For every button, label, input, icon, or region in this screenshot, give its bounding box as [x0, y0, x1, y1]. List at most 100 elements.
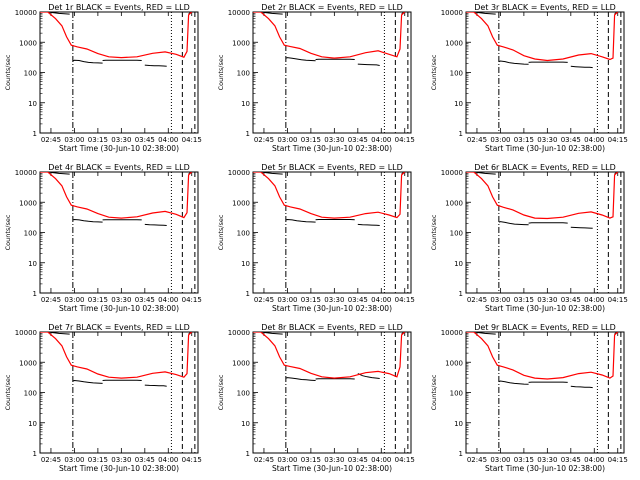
y-tick-label: 10000: [15, 9, 37, 17]
detector-panel: Det 6r BLACK = Events, RED = LLD 1 10 100 10…: [430, 163, 628, 313]
x-tick-label: 03:15: [514, 136, 534, 144]
plot-data: [466, 172, 622, 293]
y-tick-label: 1000: [445, 359, 463, 367]
x-tick-label: 02:45: [41, 296, 61, 304]
x-tick-label: 04:00: [158, 296, 178, 304]
chart-title: Det 1r BLACK = Events, RED = LLD: [48, 3, 190, 12]
x-tick-label: 03:30: [537, 136, 557, 144]
y-tick-label: 10000: [441, 329, 463, 337]
events-series-line: [570, 226, 593, 229]
events-series-line: [570, 65, 593, 69]
y-tick-label: 1000: [19, 199, 37, 207]
x-tick-label: 02:45: [254, 456, 274, 464]
y-tick-label: 100: [450, 390, 463, 398]
lld-series-line: [253, 12, 406, 59]
plot-data: [466, 332, 622, 453]
events-series-line: [498, 221, 529, 226]
x-tick-label: 03:30: [537, 456, 557, 464]
x-tick-label: 03:15: [88, 296, 108, 304]
chart-title: Det 9r BLACK = Events, RED = LLD: [474, 323, 616, 332]
events-series-line: [285, 377, 316, 381]
events-series-line: [357, 63, 380, 66]
y-tick-label: 1000: [232, 359, 250, 367]
x-tick-label: 04:15: [182, 136, 202, 144]
x-tick-label: 03:00: [277, 296, 297, 304]
y-tick-label: 10: [28, 260, 37, 268]
plot-data: [466, 12, 622, 133]
events-series-line: [498, 60, 529, 65]
y-tick-label: 100: [237, 390, 250, 398]
lld-series-line: [40, 172, 193, 219]
y-tick-label: 100: [24, 230, 37, 238]
chart-title: Det 5r BLACK = Events, RED = LLD: [261, 163, 403, 172]
y-tick-label: 10000: [15, 169, 37, 177]
y-tick-label: 10: [28, 100, 37, 108]
events-series-line: [570, 385, 593, 389]
x-tick-label: 04:15: [395, 456, 415, 464]
x-tick-label: 03:45: [348, 296, 368, 304]
events-series-line: [466, 172, 496, 175]
y-tick-label: 1: [33, 450, 37, 458]
x-tick-label: 04:00: [584, 136, 604, 144]
x-tick-label: 03:00: [277, 136, 297, 144]
x-axis-label: Start Time (30-Jun-10 02:38:00): [485, 304, 605, 313]
y-tick-label: 100: [237, 70, 250, 78]
x-tick-label: 03:15: [301, 456, 321, 464]
lld-series-line: [466, 12, 619, 62]
chart-title: Det 4r BLACK = Events, RED = LLD: [48, 163, 190, 172]
events-series-line: [466, 12, 496, 15]
events-series-line: [466, 332, 496, 335]
x-tick-label: 03:00: [64, 136, 84, 144]
x-tick-label: 03:45: [561, 456, 581, 464]
y-axis-label: Counts/sec: [4, 54, 12, 90]
x-tick-label: 02:45: [254, 296, 274, 304]
y-tick-label: 1: [33, 130, 37, 138]
plot-data: [253, 172, 409, 293]
x-tick-label: 03:15: [301, 136, 321, 144]
x-tick-label: 03:30: [324, 456, 344, 464]
y-tick-label: 1000: [19, 359, 37, 367]
events-series-line: [144, 223, 167, 226]
y-tick-label: 10000: [441, 169, 463, 177]
events-series-line: [40, 12, 70, 15]
events-series-line: [253, 172, 283, 175]
y-axis-label: Counts/sec: [430, 214, 438, 250]
y-tick-label: 1000: [232, 39, 250, 47]
x-tick-label: 03:15: [301, 296, 321, 304]
y-tick-label: 1: [246, 130, 250, 138]
x-tick-label: 04:00: [158, 136, 178, 144]
events-series-line: [72, 379, 103, 384]
x-axis-label: Start Time (30-Jun-10 02:38:00): [272, 144, 392, 153]
x-tick-label: 03:30: [111, 456, 131, 464]
detector-panel: Det 9r BLACK = Events, RED = LLD 1 10 100 10…: [430, 323, 628, 473]
detector-panel: Det 4r BLACK = Events, RED = LLD 1 10 100 10…: [4, 163, 202, 313]
x-tick-label: 03:30: [324, 136, 344, 144]
chart-title: Det 6r BLACK = Events, RED = LLD: [474, 163, 616, 172]
plot-data: [253, 332, 409, 453]
detector-panel: Det 5r BLACK = Events, RED = LLD 1 10 100 10…: [217, 163, 415, 313]
y-tick-label: 10: [241, 100, 250, 108]
events-series-line: [40, 332, 70, 335]
x-axis-label: Start Time (30-Jun-10 02:38:00): [59, 464, 179, 473]
plot-data: [40, 172, 196, 293]
x-tick-label: 03:45: [135, 136, 155, 144]
detector-panel: Det 7r BLACK = Events, RED = LLD 1 10 100 10…: [4, 323, 202, 473]
lld-series-line: [253, 172, 406, 219]
x-tick-label: 03:45: [561, 136, 581, 144]
lld-series-line: [40, 332, 193, 379]
x-tick-label: 04:00: [371, 456, 391, 464]
x-tick-label: 02:45: [41, 136, 61, 144]
x-tick-label: 03:00: [490, 296, 510, 304]
lld-series-line: [40, 12, 193, 59]
chart-title: Det 8r BLACK = Events, RED = LLD: [261, 323, 403, 332]
events-series-line: [40, 172, 70, 175]
y-tick-label: 10: [241, 260, 250, 268]
x-tick-label: 02:45: [467, 456, 487, 464]
events-series-line: [144, 384, 167, 387]
x-tick-label: 04:15: [608, 136, 628, 144]
events-series-line: [253, 332, 283, 335]
y-tick-label: 1000: [445, 199, 463, 207]
x-tick-label: 03:15: [88, 456, 108, 464]
x-tick-label: 03:30: [111, 136, 131, 144]
